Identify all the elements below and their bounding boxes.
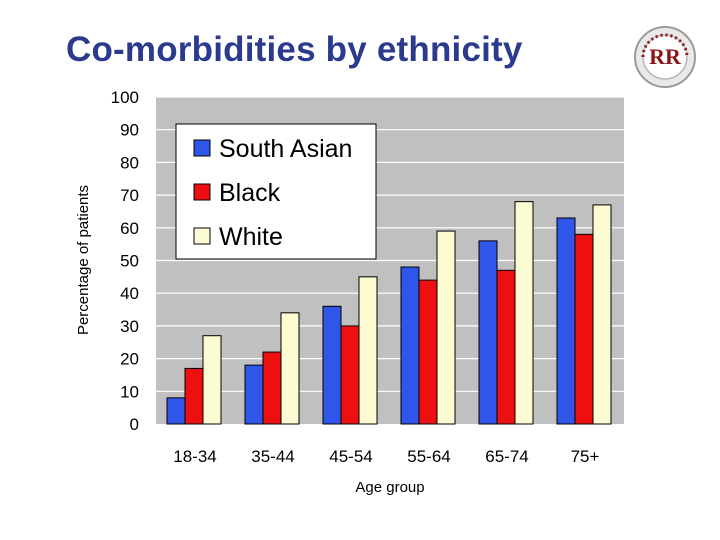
bar-black-75+ — [574, 233, 594, 425]
legend-swatch — [193, 183, 211, 201]
legend-label: White — [219, 223, 283, 251]
rr-logo: RR — [633, 25, 697, 89]
y-tick-label: 10 — [120, 382, 139, 401]
y-tick-label: 30 — [120, 317, 139, 336]
y-tick-label: 60 — [120, 219, 139, 238]
legend-label: South Asian — [219, 135, 352, 163]
bar-white-45-54 — [358, 276, 378, 425]
legend: South Asian Black White — [175, 123, 377, 260]
y-tick-label: 80 — [120, 153, 139, 172]
y-tick-label: 90 — [120, 121, 139, 140]
y-tick-label: 50 — [120, 252, 139, 271]
x-tick-label: 45-54 — [329, 447, 372, 466]
y-axis-ticks: 0 10 20 30 40 50 60 70 80 90 100 — [111, 88, 139, 434]
bar-black-18-34 — [184, 367, 204, 425]
x-tick-label: 75+ — [571, 447, 600, 466]
x-tick-label: 18-34 — [173, 447, 216, 466]
bar-white-75+ — [592, 204, 612, 425]
bar-white-18-34 — [202, 335, 222, 425]
y-tick-label: 0 — [130, 415, 139, 434]
bar-south-asian-75+ — [556, 217, 576, 425]
legend-swatch — [193, 227, 211, 245]
x-axis-title: Age group — [355, 479, 424, 496]
y-axis-title: Percentage of patients — [75, 185, 92, 335]
page-title: Co-morbidities by ethnicity — [66, 30, 523, 69]
bar-south-asian-55-64 — [400, 266, 420, 425]
legend-swatch — [193, 139, 211, 157]
bar-south-asian-45-54 — [322, 305, 342, 425]
bar-black-55-64 — [418, 279, 438, 425]
bars — [166, 201, 612, 425]
bar-black-35-44 — [262, 351, 282, 425]
bar-white-35-44 — [280, 312, 300, 425]
logo-emblem-icon — [634, 26, 696, 88]
x-tick-label: 65-74 — [485, 447, 528, 466]
legend-label: Black — [219, 179, 281, 207]
x-tick-label: 55-64 — [407, 447, 450, 466]
bar-black-65-74 — [496, 269, 516, 425]
bar-south-asian-35-44 — [244, 364, 264, 425]
y-tick-label: 20 — [120, 350, 139, 369]
bar-white-65-74 — [514, 201, 534, 425]
logo-text: RR — [649, 44, 681, 69]
y-tick-label: 100 — [111, 88, 139, 107]
bar-south-asian-18-34 — [166, 397, 186, 425]
y-tick-label: 40 — [120, 284, 139, 303]
y-tick-label: 70 — [120, 186, 139, 205]
x-axis-ticks: 18-34 35-44 45-54 55-64 65-74 75+ — [173, 447, 599, 466]
bar-south-asian-65-74 — [478, 240, 498, 425]
x-tick-label: 35-44 — [251, 447, 294, 466]
bar-white-55-64 — [436, 230, 456, 425]
bar-black-45-54 — [340, 325, 360, 425]
